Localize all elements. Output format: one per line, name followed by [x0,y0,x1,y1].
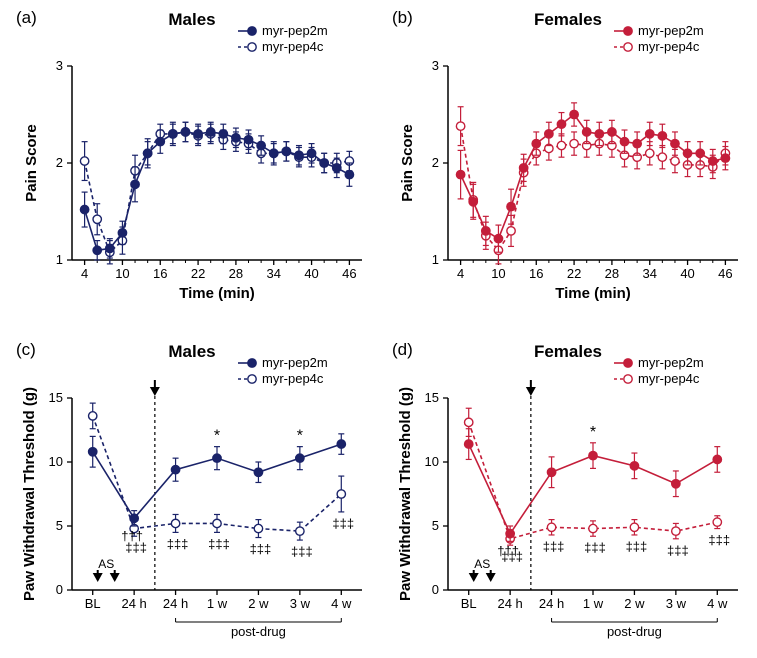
svg-text:post-drug: post-drug [607,624,662,639]
svg-text:myr-pep4c: myr-pep4c [262,39,324,54]
svg-text:3: 3 [56,58,63,73]
chart-svg: 0 5 10 15 BL 24 h 24 h 1 w 2 w 3 w 4 w Paw Withdraw… [12,340,372,650]
svg-text:‡‡‡: ‡‡‡ [501,549,523,564]
chart-svg: 0 5 10 15 BL 24 h 24 h 1 w 2 w 3 w 4 w Paw Withdraw… [388,340,748,650]
svg-text:2 w: 2 w [248,596,269,611]
svg-text:1 w: 1 w [207,596,228,611]
svg-text:3: 3 [432,58,439,73]
svg-text:24 h: 24 h [121,596,146,611]
svg-text:Time (min): Time (min) [179,285,255,302]
svg-text:Paw Withdrawal Threshold (g): Paw Withdrawal Threshold (g) [21,387,38,601]
svg-text:1: 1 [56,252,63,267]
svg-text:46: 46 [342,266,356,281]
svg-text:4 w: 4 w [331,596,352,611]
svg-text:‡‡‡: ‡‡‡ [208,536,230,551]
svg-text:40: 40 [304,266,318,281]
svg-text:24 h: 24 h [163,596,188,611]
svg-text:‡‡‡: ‡‡‡ [250,542,272,557]
svg-text:‡‡‡: ‡‡‡ [708,533,730,548]
svg-text:BL: BL [85,596,101,611]
svg-text:Pain Score: Pain Score [23,124,40,202]
chart-svg: 123410162228344046Pain ScoreTime (min)my… [388,8,748,308]
svg-text:Paw Withdrawal Threshold (g): Paw Withdrawal Threshold (g) [397,387,414,601]
svg-text:34: 34 [267,266,281,281]
svg-text:2 w: 2 w [624,596,645,611]
svg-text:‡‡‡: ‡‡‡ [332,516,354,531]
svg-text:40: 40 [680,266,694,281]
svg-text:‡‡‡: ‡‡‡ [667,543,689,558]
svg-text:5: 5 [432,518,439,533]
panel-a: (a)Males123410162228344046Pain ScoreTime… [12,8,372,308]
svg-text:3 w: 3 w [290,596,311,611]
svg-text:10: 10 [115,266,129,281]
figure-root: (a)Males123410162228344046Pain ScoreTime… [0,0,757,658]
svg-text:myr-pep4c: myr-pep4c [262,371,324,386]
svg-text:post-drug: post-drug [231,624,286,639]
svg-text:4: 4 [81,266,88,281]
svg-text:10: 10 [425,454,439,469]
panel-b: (b)Females123410162228344046Pain ScoreTi… [388,8,748,308]
svg-text:BL: BL [461,596,477,611]
svg-text:0: 0 [432,582,439,597]
svg-text:28: 28 [229,266,243,281]
svg-text:AS: AS [98,557,114,571]
panel-title: Males [12,10,372,30]
panel-title: Males [12,342,372,362]
svg-text:Pain Score: Pain Score [399,124,416,202]
svg-text:34: 34 [643,266,657,281]
svg-text:1: 1 [432,252,439,267]
panel-title: Females [388,10,748,30]
svg-text:16: 16 [529,266,543,281]
svg-text:15: 15 [49,390,63,405]
svg-text:2: 2 [56,155,63,170]
svg-text:0: 0 [56,582,63,597]
svg-text:*: * [297,428,303,445]
svg-text:24 h: 24 h [539,596,564,611]
svg-text:‡‡‡: ‡‡‡ [167,536,189,551]
svg-text:‡‡‡: ‡‡‡ [543,539,565,554]
svg-text:AS: AS [474,557,490,571]
svg-text:‡‡‡: ‡‡‡ [584,540,606,555]
svg-text:28: 28 [605,266,619,281]
svg-text:‡‡‡: ‡‡‡ [626,539,648,554]
svg-text:10: 10 [49,454,63,469]
svg-text:46: 46 [718,266,732,281]
svg-text:22: 22 [191,266,205,281]
svg-text:4: 4 [457,266,464,281]
panel-c: (c)Males051015BL24 h24 h1 w2 w3 w4 wPaw … [12,340,372,650]
svg-text:22: 22 [567,266,581,281]
svg-text:‡‡‡: ‡‡‡ [125,540,147,555]
svg-text:*: * [590,424,596,441]
svg-text:1 w: 1 w [583,596,604,611]
svg-text:‡‡‡: ‡‡‡ [291,544,313,559]
panel-d: (d)Females051015BL24 h24 h1 w2 w3 w4 wPa… [388,340,748,650]
panel-title: Females [388,342,748,362]
svg-text:10: 10 [491,266,505,281]
svg-text:*: * [214,428,220,445]
svg-text:myr-pep4c: myr-pep4c [638,371,700,386]
svg-text:4 w: 4 w [707,596,728,611]
svg-text:2: 2 [432,155,439,170]
svg-text:16: 16 [153,266,167,281]
svg-text:5: 5 [56,518,63,533]
chart-svg: 123410162228344046Pain ScoreTime (min)my… [12,8,372,308]
svg-text:24 h: 24 h [497,596,522,611]
svg-text:15: 15 [425,390,439,405]
svg-text:Time (min): Time (min) [555,285,631,302]
svg-text:myr-pep4c: myr-pep4c [638,39,700,54]
svg-text:3 w: 3 w [666,596,687,611]
